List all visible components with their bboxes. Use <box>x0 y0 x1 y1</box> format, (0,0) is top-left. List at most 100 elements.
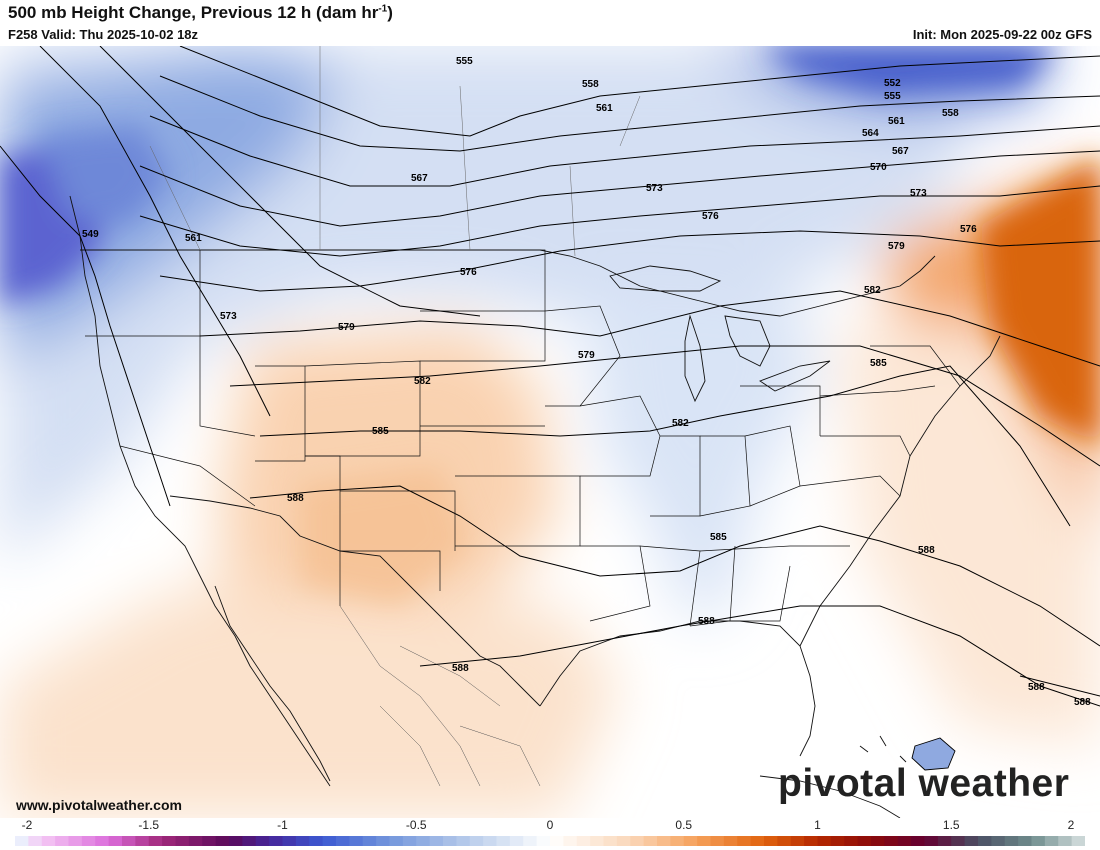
colorbar-segment <box>683 836 698 846</box>
colorbar-segment <box>1004 836 1019 846</box>
colorbar-segment <box>429 836 444 846</box>
colorbar-segment <box>964 836 979 846</box>
colorbar-segment <box>897 836 912 846</box>
contour-line <box>199 290 1100 367</box>
contour-label: 558 <box>942 108 959 119</box>
colorbar-segment <box>376 836 391 846</box>
cuba-coastline <box>759 775 901 818</box>
contour-label: 582 <box>672 418 689 429</box>
colorbar-segment <box>402 836 417 846</box>
colorbar-segment <box>937 836 952 846</box>
colorbar-segment <box>389 836 404 846</box>
contour-label: 585 <box>372 426 389 437</box>
contour-line <box>249 485 1100 647</box>
bahamas-islands <box>859 735 907 763</box>
mexico-state-lines <box>339 605 541 787</box>
positive-change-southern-plains <box>0 586 620 818</box>
colorbar-segment <box>95 836 110 846</box>
lake-michigan <box>684 314 706 403</box>
contour-label: 579 <box>888 241 905 252</box>
colorbar-segment <box>188 836 203 846</box>
negative-change-pacific-nw <box>0 46 340 366</box>
pacific-coastline <box>69 195 331 787</box>
contour-label: 564 <box>862 128 879 139</box>
contour-label: 555 <box>456 56 473 67</box>
colorbar-segment <box>590 836 605 846</box>
colorbar-segment <box>1044 836 1059 846</box>
contour-line <box>149 115 1100 187</box>
colorbar-segment <box>322 836 337 846</box>
colorbar-tick-label: 1 <box>814 818 821 832</box>
contour-label: 573 <box>220 311 237 322</box>
colorbar-segment <box>416 836 431 846</box>
colorbar-tick-label: 0.5 <box>675 818 693 832</box>
colorbar-segment <box>135 836 150 846</box>
contour-line <box>179 46 1100 137</box>
negative-change-core-hudson <box>760 46 1060 94</box>
atlantic-coastline <box>799 335 1001 647</box>
colorbar-segment <box>670 836 685 846</box>
contour-label: 576 <box>702 211 719 222</box>
contour-line <box>259 365 1071 527</box>
colorbar-segment <box>737 836 752 846</box>
colorbar-segment <box>68 836 83 846</box>
colorbar-segment <box>242 836 257 846</box>
colorbar-segment <box>978 836 992 846</box>
contour-label: 573 <box>910 188 927 199</box>
colorbar-tick-label: -1.5 <box>138 818 160 832</box>
contour-label: 588 <box>1074 697 1091 708</box>
colorbar-segment <box>857 836 872 846</box>
colorbar-segment <box>643 836 658 846</box>
colorbar-segment <box>830 836 845 846</box>
colorbar <box>15 836 1085 846</box>
colorbar-segment <box>55 836 70 846</box>
contour-label: 555 <box>884 91 901 102</box>
colorbar-segment <box>122 836 136 846</box>
positive-change-east-coast <box>840 326 1100 746</box>
contour-line <box>229 345 1100 467</box>
colorbar-segment <box>991 836 1006 846</box>
height-change-field <box>0 46 1100 818</box>
contour-label: 588 <box>698 616 715 627</box>
colorbar-segment <box>777 836 792 846</box>
colorbar-segment <box>844 836 859 846</box>
colorbar-segment <box>349 836 364 846</box>
colorbar-segment <box>723 836 738 846</box>
colorbar-segment <box>148 836 163 846</box>
contour-label: 552 <box>884 78 901 89</box>
colorbar-segment <box>108 836 123 846</box>
contour-label: 570 <box>870 162 887 173</box>
colorbar-segment <box>255 836 270 846</box>
colorbar-segment <box>443 836 457 846</box>
colorbar-tick-label: 1.5 <box>942 818 960 832</box>
negative-change-core-vancouver <box>40 126 170 226</box>
colorbar-segment <box>563 836 578 846</box>
contour-label: 558 <box>582 79 599 90</box>
contour-label: 588 <box>918 545 935 556</box>
contour-label: 579 <box>338 322 355 333</box>
colorbar-segment <box>175 836 190 846</box>
height-contours <box>0 46 1100 707</box>
colorbar-segment <box>817 836 832 846</box>
colorbar-segment <box>1058 836 1073 846</box>
colorbar-tick-label: -0.5 <box>405 818 427 832</box>
colorbar-segment <box>162 836 177 846</box>
contour-line <box>39 46 271 417</box>
colorbar-segment <box>229 836 243 846</box>
colorbar-segment <box>536 836 551 846</box>
colorbar-segment <box>911 836 926 846</box>
colorbar-tick-label: -1 <box>277 818 288 832</box>
baja-coastline <box>214 585 331 782</box>
colorbar-segment <box>202 836 217 846</box>
map-header: 500 mb Height Change, Previous 12 h (dam… <box>0 0 1100 46</box>
colorbar-segment <box>603 836 618 846</box>
contour-line <box>159 75 1100 152</box>
colorbar-tick-label: 2 <box>1067 818 1075 832</box>
positive-change-core-southwest <box>300 466 470 606</box>
colorbar-tick-label: -2 <box>21 818 33 832</box>
colorbar-segment <box>81 836 96 846</box>
colorbar-segment <box>750 836 765 846</box>
colorbar-segment <box>336 836 350 846</box>
contour-label: 588 <box>287 493 304 504</box>
canada-province-lines <box>149 46 641 257</box>
